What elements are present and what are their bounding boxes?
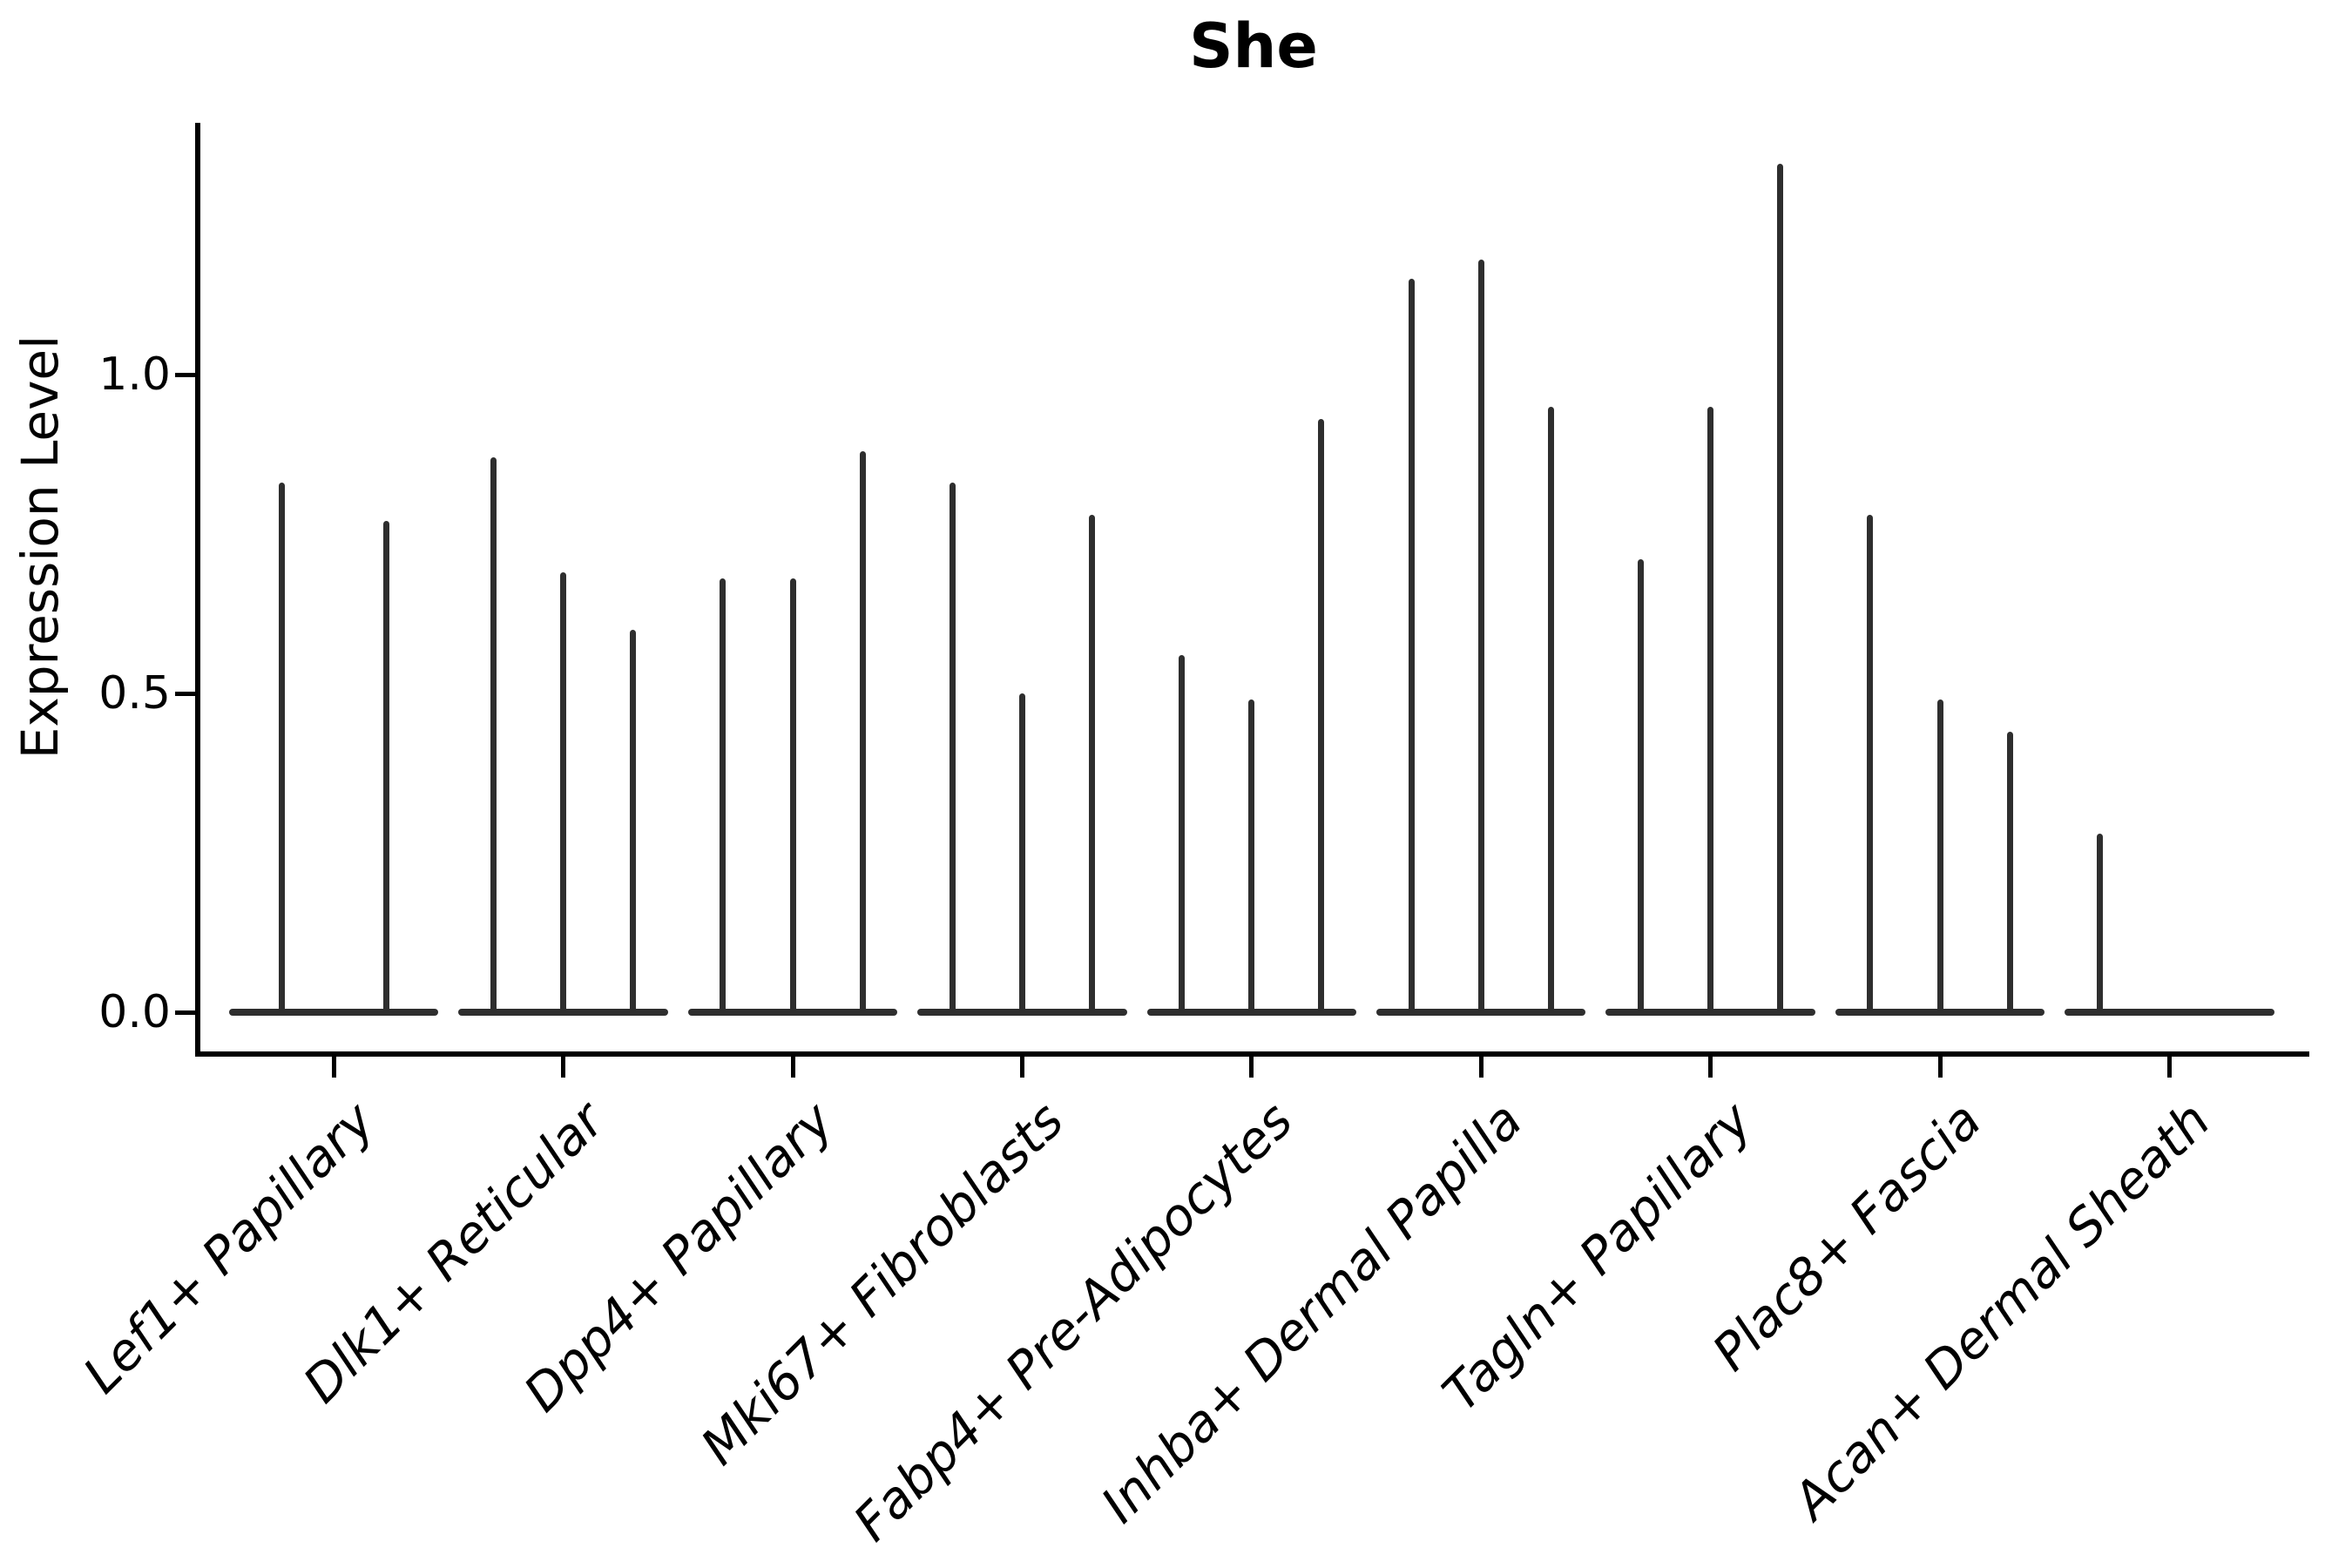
y-tick-label: 1.0 [98,348,171,401]
violin-baseline [1146,1009,1356,1016]
violin-baseline [917,1009,1127,1016]
violin-spike [1318,419,1325,1012]
violin-spike [490,457,497,1012]
violin-spike [278,483,285,1012]
x-tick-mark [790,1057,795,1078]
violin-spike [949,483,956,1012]
x-tick-label: Inhba+ Dermal Papilla [1090,1091,1534,1535]
violin-spike [1547,406,1554,1012]
violin-spike [720,578,727,1012]
violin-baseline [687,1009,898,1016]
violin-spike [1637,559,1644,1012]
x-tick-mark [1249,1057,1254,1078]
violin-spike [859,450,866,1012]
bottom-spine [195,1051,2309,1057]
violin-baseline [1376,1009,1586,1016]
violin-spike [1179,655,1186,1012]
violin-baseline [229,1009,439,1016]
violin-spike [1089,515,1096,1012]
x-tick-mark [331,1057,336,1078]
x-tick-mark [1019,1057,1024,1078]
x-tick-mark [1708,1057,1713,1078]
violin-baseline [458,1009,668,1016]
violin-spike [2096,834,2103,1012]
violin-spike [1248,700,1255,1012]
y-tick-mark [175,372,196,377]
violin-spike [1408,279,1415,1012]
violin-spike [1936,700,1943,1012]
y-tick-mark [175,1010,196,1015]
violin-baseline [1605,1009,1815,1016]
chart-title: She [1189,10,1318,82]
x-tick-mark [561,1057,566,1078]
violin-spike [1018,693,1025,1012]
x-tick-label: Fabp4+ Pre-Adipocytes [841,1091,1304,1553]
violin-baseline [2065,1009,2274,1016]
violin-spike [1867,515,1874,1012]
x-tick-mark [1937,1057,1943,1078]
violin-spike [789,578,796,1012]
x-tick-mark [1478,1057,1484,1078]
violin-baseline [1835,1009,2045,1016]
violin-spike [630,629,637,1012]
y-tick-label: 0.0 [98,986,171,1038]
violin-spike [560,571,567,1012]
x-tick-label: Acan+ Dermal Sheath [1781,1091,2222,1531]
y-tick-mark [175,691,196,696]
left-spine [195,123,200,1057]
violin-spike [1477,260,1484,1012]
violin-spike [2006,731,2013,1012]
x-tick-mark [2166,1057,2172,1078]
violin-spike [1707,406,1714,1012]
y-tick-label: 0.5 [98,667,171,720]
violin-spike [382,521,389,1012]
violin-spike [1777,164,1784,1012]
